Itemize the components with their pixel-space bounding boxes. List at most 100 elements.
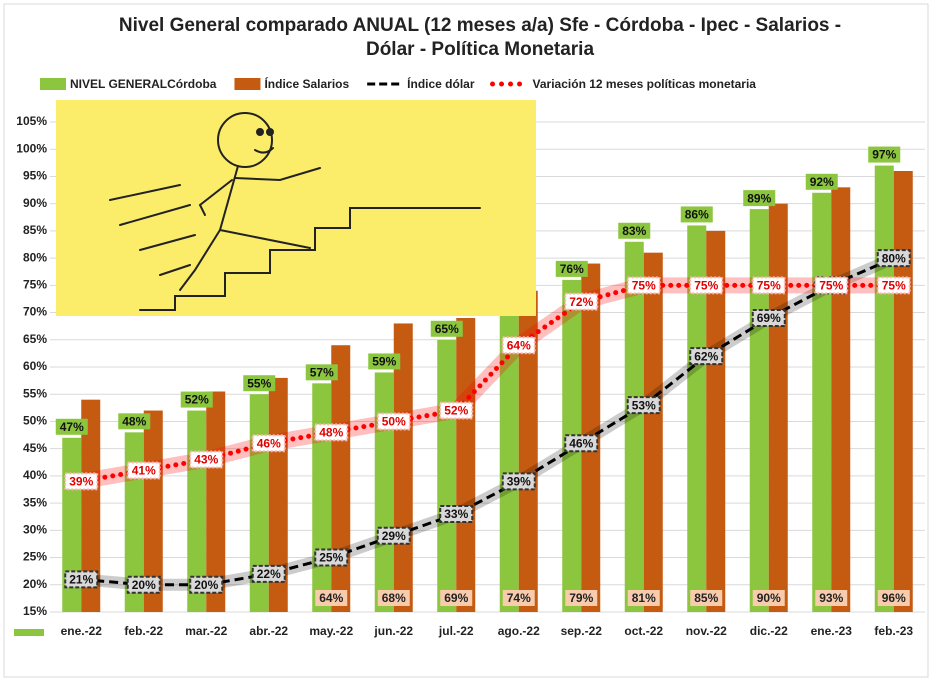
bar: [687, 225, 707, 612]
value-label: 96%: [882, 591, 906, 605]
y-tick-label: 35%: [23, 495, 47, 509]
value-label-box: [189, 450, 224, 469]
value-label-box: [814, 276, 849, 295]
value-label-box: [689, 347, 724, 366]
value-label: 90%: [757, 591, 781, 605]
value-label-box: [251, 564, 286, 583]
value-label-box: [564, 434, 599, 453]
value-label: 22%: [257, 567, 281, 581]
illustration: [56, 100, 536, 316]
value-label: 75%: [757, 279, 781, 293]
y-tick-label: 45%: [23, 441, 47, 455]
value-label: 47%: [60, 420, 84, 434]
value-label: 75%: [819, 279, 843, 293]
y-tick-label: 75%: [23, 278, 47, 292]
value-label-box: [501, 472, 536, 491]
x-tick-label: mar.-22: [185, 624, 227, 638]
value-label-box: [377, 590, 410, 606]
value-label: 64%: [319, 591, 343, 605]
bar: [706, 230, 726, 612]
value-label: 92%: [810, 175, 834, 189]
value-label: 57%: [310, 366, 334, 380]
value-label: 69%: [757, 311, 781, 325]
x-tick-label: ago.-22: [498, 624, 540, 638]
x-tick-label: jul.-22: [438, 624, 474, 638]
y-tick-label: 60%: [23, 359, 47, 373]
value-label: 52%: [444, 404, 468, 418]
x-tick-label: oct.-22: [624, 624, 663, 638]
value-label: 75%: [882, 279, 906, 293]
y-tick-label: 15%: [23, 604, 47, 618]
value-label: 89%: [747, 191, 771, 205]
value-label: 48%: [319, 426, 343, 440]
value-label-box: [305, 364, 338, 381]
value-label: 83%: [622, 224, 646, 238]
value-label: 93%: [819, 591, 843, 605]
bar: [81, 399, 101, 612]
value-label: 59%: [372, 355, 396, 369]
x-tick-label: jun.-22: [373, 624, 413, 638]
bar: [749, 209, 769, 612]
x-tick-label: feb.-22: [124, 624, 163, 638]
value-label: 50%: [382, 415, 406, 429]
value-label-box: [118, 413, 151, 430]
value-label: 52%: [185, 393, 209, 407]
value-label: 39%: [507, 475, 531, 489]
value-label-box: [690, 590, 723, 606]
legend-label: Índice Salarios: [264, 76, 349, 91]
value-label-box: [555, 260, 588, 277]
value-label-box: [55, 418, 88, 435]
value-label-box: [502, 590, 535, 606]
legend-swatch: [40, 78, 66, 90]
bar: [374, 372, 394, 612]
bar: [831, 187, 851, 613]
chart-border: [3, 3, 929, 678]
value-label: 20%: [132, 578, 156, 592]
y-tick-label: 90%: [23, 196, 47, 210]
value-label: 25%: [319, 551, 343, 565]
value-label-box: [314, 423, 349, 442]
value-label-box: [751, 309, 786, 327]
bar: [312, 383, 332, 612]
value-label: 53%: [632, 398, 656, 412]
value-label: 69%: [444, 591, 468, 605]
value-label-box: [64, 472, 99, 491]
y-tick-label: 100%: [16, 141, 47, 155]
value-label-box: [815, 590, 848, 606]
legend-label: Variación 12 meses políticas monetaria: [533, 77, 757, 91]
bar: [456, 318, 476, 612]
y-tick-label: 85%: [23, 223, 47, 237]
y-tick-label: 50%: [23, 414, 47, 428]
value-label-box: [876, 276, 911, 295]
value-label-box: [501, 336, 536, 355]
y-tick-label: 30%: [23, 523, 47, 537]
value-label: 72%: [569, 295, 593, 309]
value-label-box: [439, 505, 474, 523]
value-label-box: [314, 548, 349, 567]
value-label: 97%: [872, 148, 896, 162]
bar: [518, 290, 538, 612]
value-label-box: [440, 590, 473, 606]
value-label: 74%: [507, 591, 531, 605]
value-label-box: [627, 590, 660, 606]
value-label-box: [877, 590, 910, 606]
value-label: 55%: [247, 376, 271, 390]
y-tick-label: 40%: [23, 468, 47, 482]
value-label-box: [368, 353, 401, 370]
value-label: 29%: [382, 529, 406, 543]
value-label-box: [618, 222, 651, 239]
value-label: 43%: [194, 453, 218, 467]
bar: [437, 339, 457, 612]
y-tick-label: 80%: [23, 250, 47, 264]
value-label: 86%: [685, 208, 709, 222]
x-tick-label: feb.-23: [874, 624, 913, 638]
value-label-box: [315, 590, 348, 606]
value-label: 68%: [382, 591, 406, 605]
bar: [643, 252, 663, 612]
value-label: 64%: [507, 338, 531, 352]
y-tick-label: 25%: [23, 550, 47, 564]
value-label-box: [752, 590, 785, 606]
chart-title: Nivel General comparado ANUAL (12 meses …: [118, 15, 842, 60]
value-label-box: [439, 401, 474, 420]
